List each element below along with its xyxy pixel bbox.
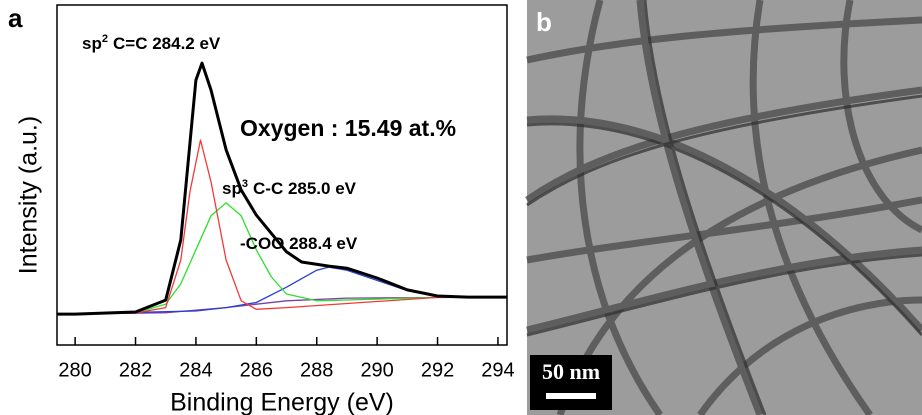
annotation-text: C=C 284.2 eV [113, 34, 221, 53]
x-tick-label: 282 [119, 359, 152, 381]
annotation: sp2 C=C 284.2 eV [82, 33, 221, 54]
annotation-text: Oxygen : 15.49 at.% [240, 115, 456, 141]
spectrum-line [57, 267, 507, 314]
annotation: sp3 C-C 285.0 eV [222, 178, 357, 199]
x-tick-label: 280 [58, 359, 91, 381]
tem-image: 50 nm b [527, 0, 922, 415]
x-tick-label: 286 [240, 359, 273, 381]
annotation-text: C-C 285.0 eV [253, 179, 357, 198]
annotation: Oxygen : 15.49 at.% [240, 115, 456, 141]
x-tick-label: 284 [179, 359, 212, 381]
annotation: -COO 288.4 eV [240, 234, 358, 253]
annotation-text: sp [222, 179, 242, 198]
annotation-superscript: 2 [102, 33, 108, 45]
x-tick-label: 288 [300, 359, 333, 381]
x-tick-label: 294 [481, 359, 514, 381]
annotation-text: -COO 288.4 eV [240, 234, 358, 253]
panel-label: b [536, 7, 552, 37]
x-tick-label: 292 [421, 359, 454, 381]
x-axis-label: Binding Energy (eV) [170, 389, 394, 415]
scale-bar-label: 50 nm [542, 359, 600, 384]
panel-label: a [8, 3, 23, 33]
y-axis-label: Intensity (a.u.) [15, 116, 43, 274]
x-tick-label: 290 [360, 359, 393, 381]
scale-bar [546, 393, 596, 399]
figure: a 50 nm b 280 282 284 286 288 290 292 294 Bindin… [0, 0, 922, 415]
plot-frame [57, 5, 507, 345]
annotation-text: sp [82, 34, 102, 53]
annotation-superscript: 3 [242, 178, 248, 190]
